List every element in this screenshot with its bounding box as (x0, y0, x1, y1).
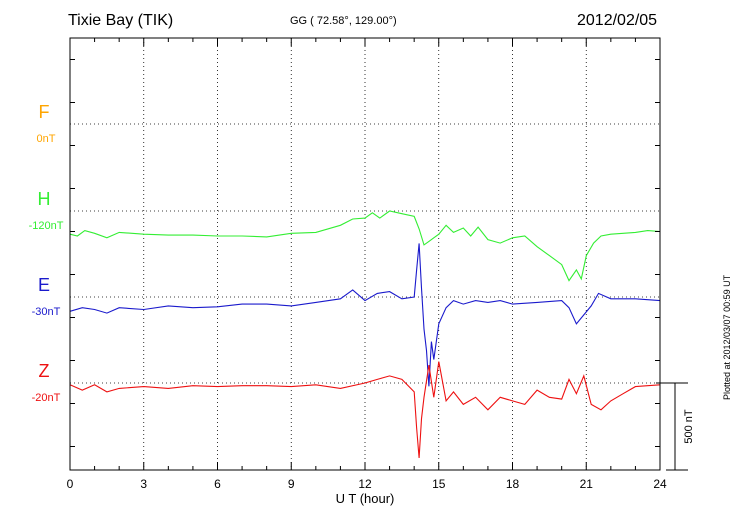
x-tick-label: 15 (432, 477, 446, 491)
scale-bar: 500 nT (656, 382, 695, 471)
series-line-z (69, 361, 661, 459)
x-tick-label: 0 (67, 477, 74, 491)
plotted-timestamp: Plotted at 2012/03/07 00:59 UT (722, 274, 730, 400)
component-label-z: Z (39, 361, 50, 381)
component-label-e: E (38, 275, 50, 295)
axis-ticks: 0 3 6 9 12 15 18 21 24 (67, 38, 667, 491)
station-title: Tixie Bay (TIK) (68, 12, 174, 29)
x-tick-label: 18 (506, 477, 520, 491)
scale-bar-label: 500 nT (683, 409, 695, 444)
series-line-e (69, 243, 661, 387)
component-baseline-f: 0nT (37, 133, 56, 145)
x-axis-label: U T (hour) (336, 491, 395, 506)
component-label-h: H (38, 189, 51, 209)
series-layer: F 0nT H -120nT E -30nT Z -20nT (29, 102, 661, 459)
component-baseline-h: -120nT (29, 220, 64, 232)
station-coordinates: GG ( 72.58°, 129.00°) (290, 15, 397, 27)
series-line-h (69, 210, 661, 282)
x-tick-label: 6 (214, 477, 221, 491)
x-tick-label: 24 (653, 477, 667, 491)
component-baseline-e: -30nT (32, 306, 61, 318)
x-tick-label: 21 (580, 477, 594, 491)
x-tick-label: 9 (288, 477, 295, 491)
x-tick-label: 12 (358, 477, 372, 491)
component-baseline-z: -20nT (32, 392, 61, 404)
date-label: 2012/02/05 (577, 12, 658, 29)
grid-lines (70, 38, 660, 470)
component-label-f: F (39, 102, 50, 122)
x-tick-label: 3 (140, 477, 147, 491)
